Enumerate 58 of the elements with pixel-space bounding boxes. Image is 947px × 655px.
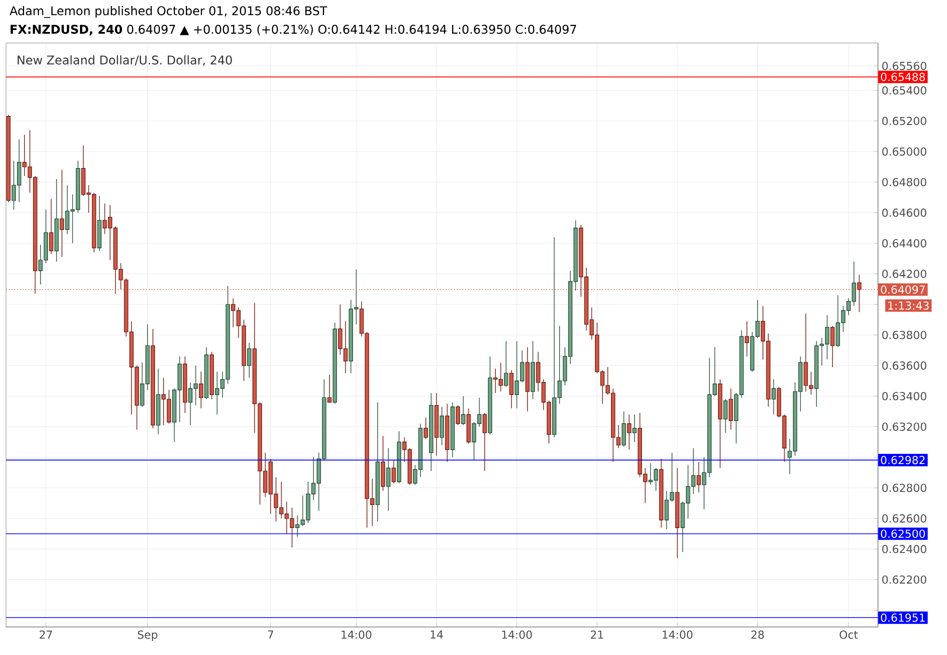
y-tick-label: 0.65200 (882, 116, 926, 126)
candlestick (49, 198, 54, 254)
y-tick-label: 0.63800 (882, 330, 926, 340)
x-tick-label: Sep (138, 630, 158, 641)
candlestick (622, 411, 626, 447)
y-tick-label: 0.62200 (882, 575, 926, 584)
candlestick (424, 417, 428, 440)
x-tick-label: 14 (430, 630, 443, 639)
x-tick-label: 27 (40, 630, 52, 639)
candlestick (392, 460, 396, 484)
y-tick-label: 0.62800 (882, 484, 926, 492)
ref-line-label: 0.64097 (880, 285, 925, 294)
y-tick-label: 0.64400 (882, 239, 926, 248)
candlestick (456, 404, 460, 426)
candlestick (440, 406, 444, 446)
x-tick-label: 28 (751, 630, 764, 639)
y-tick-label: 0.64600 (882, 208, 926, 217)
ref-line-label: 0.65488 (880, 72, 925, 82)
candlestick (830, 325, 835, 368)
candlestick (247, 342, 252, 378)
ref-line-label: 0.62500 (880, 530, 925, 538)
y-tick-label: 0.65400 (882, 86, 926, 95)
ref-line-label: 0.61951 (880, 614, 925, 622)
y-tick-label: 0.64800 (882, 178, 926, 186)
y-tick-label: 0.62600 (882, 514, 926, 523)
candlestick (744, 320, 750, 357)
ref-line-label: 0.62982 (880, 456, 925, 464)
y-tick-label: 0.63200 (882, 422, 926, 431)
y-tick-label: 0.63600 (882, 361, 926, 370)
x-tick-label: 7 (268, 630, 274, 639)
candlestick (198, 371, 204, 409)
x-tick-label: 14:00 (662, 630, 692, 639)
candlestick (482, 412, 487, 472)
x-tick-label: 21 (590, 630, 604, 639)
text: 1:13:43 (888, 301, 929, 310)
y-tick-label: 0.64200 (882, 270, 926, 278)
x-tick-label: 14:00 (342, 630, 372, 639)
candlestick (60, 169, 64, 258)
x-tick-label: Oct (840, 630, 858, 639)
candlestick (386, 448, 390, 512)
text: New Zealand Dollar/U.S. Dollar, 240 (18, 55, 232, 66)
candlestick (509, 370, 514, 409)
candlestick (627, 414, 632, 450)
y-tick-label: 0.65560 (882, 62, 926, 70)
y-tick-label: 0.65000 (882, 147, 926, 156)
y-tick-label: 0.62400 (882, 544, 926, 554)
x-tick-label: 14:00 (502, 630, 532, 639)
candlestick (504, 340, 508, 388)
candlestick (696, 461, 701, 493)
y-tick-label: 0.63400 (882, 392, 926, 400)
text: FX:NZDUSD, 240 0.64097 ▲ +0.00135 (+0.21%) O:0.64142 H:0.64194 L:0.63950 C:0.64097 (10, 24, 576, 36)
candlestick (772, 378, 776, 415)
text: Adam_Lemon published October 01, 2015 08:46 BST (10, 6, 328, 18)
candlestick (728, 388, 733, 430)
candlestick (327, 374, 332, 403)
candlestick (723, 398, 728, 434)
candlestick (632, 414, 637, 442)
candlestick (461, 396, 466, 426)
